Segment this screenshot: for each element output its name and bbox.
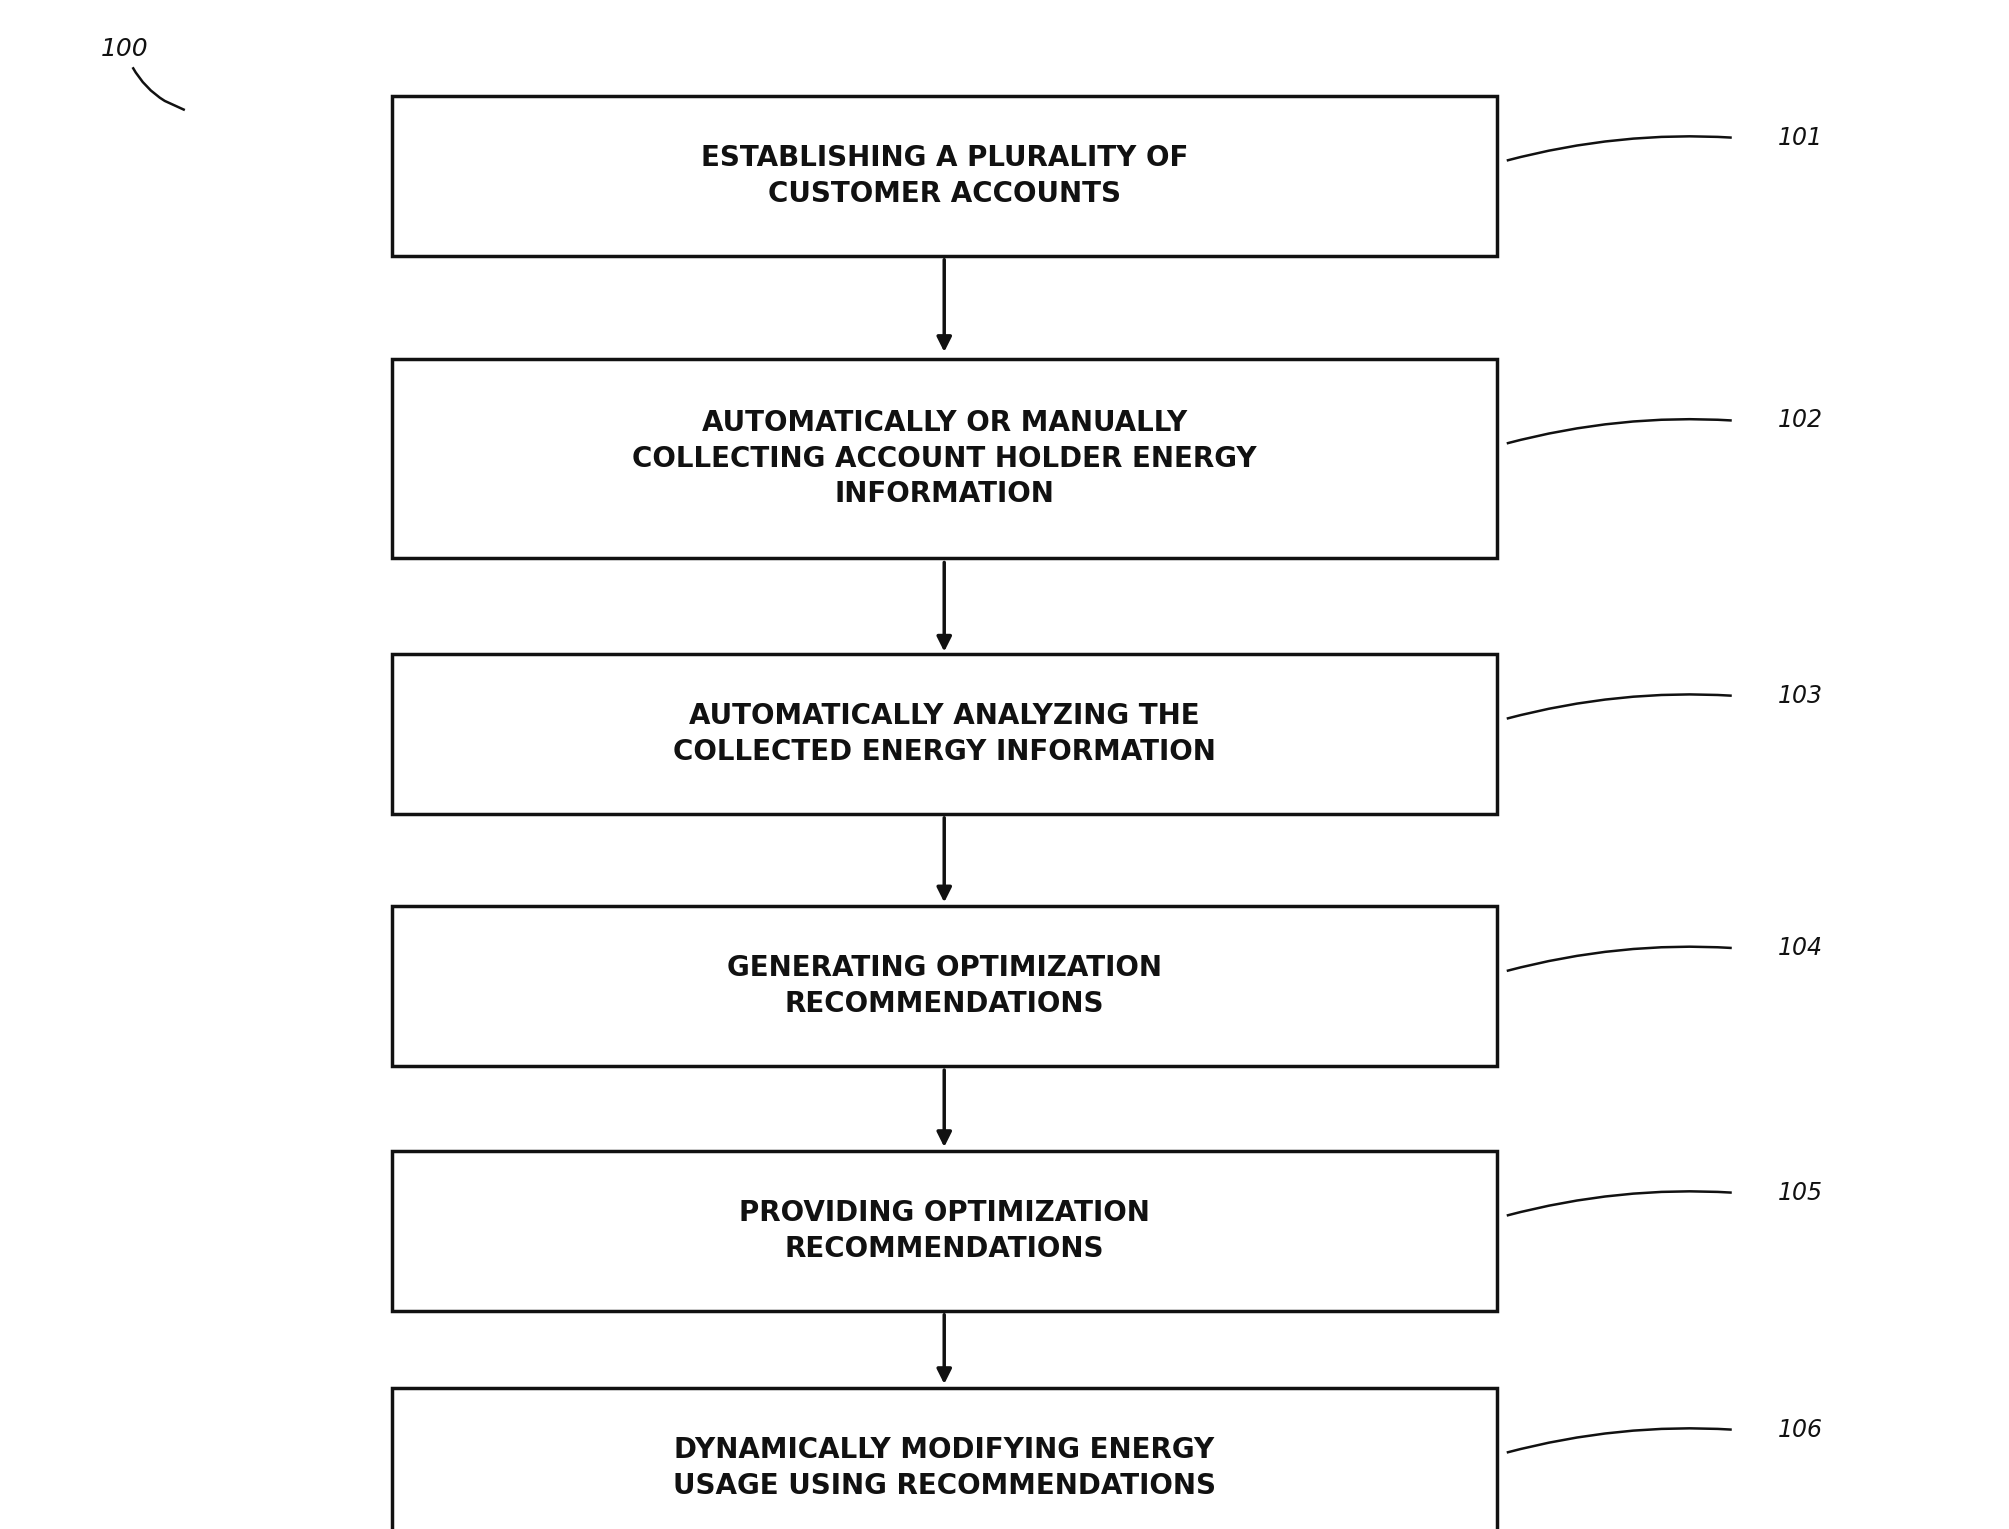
- Text: 102: 102: [1778, 408, 1822, 433]
- Text: AUTOMATICALLY ANALYZING THE
COLLECTED ENERGY INFORMATION: AUTOMATICALLY ANALYZING THE COLLECTED EN…: [673, 702, 1215, 766]
- Text: 100: 100: [100, 37, 149, 61]
- Text: ESTABLISHING A PLURALITY OF
CUSTOMER ACCOUNTS: ESTABLISHING A PLURALITY OF CUSTOMER ACC…: [701, 144, 1187, 208]
- Text: 105: 105: [1778, 1180, 1822, 1205]
- Text: PROVIDING OPTIMIZATION
RECOMMENDATIONS: PROVIDING OPTIMIZATION RECOMMENDATIONS: [739, 1199, 1149, 1263]
- Bar: [392, 359, 1497, 558]
- Text: 103: 103: [1778, 683, 1822, 708]
- Bar: [392, 1150, 1497, 1310]
- Bar: [392, 654, 1497, 813]
- Text: GENERATING OPTIMIZATION
RECOMMENDATIONS: GENERATING OPTIMIZATION RECOMMENDATIONS: [727, 954, 1161, 1018]
- Text: 101: 101: [1778, 125, 1822, 150]
- Text: DYNAMICALLY MODIFYING ENERGY
USAGE USING RECOMMENDATIONS: DYNAMICALLY MODIFYING ENERGY USAGE USING…: [673, 1436, 1215, 1500]
- Text: 104: 104: [1778, 936, 1822, 960]
- Text: AUTOMATICALLY OR MANUALLY
COLLECTING ACCOUNT HOLDER ENERGY
INFORMATION: AUTOMATICALLY OR MANUALLY COLLECTING ACC…: [633, 408, 1256, 509]
- Bar: [392, 1388, 1497, 1529]
- Text: 106: 106: [1778, 1417, 1822, 1442]
- Bar: [392, 905, 1497, 1067]
- Bar: [392, 95, 1497, 255]
